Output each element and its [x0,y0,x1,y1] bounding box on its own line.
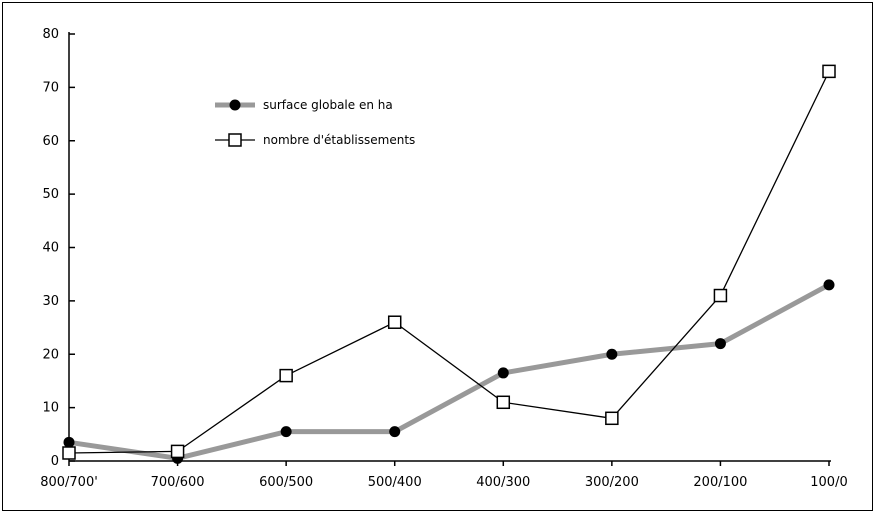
y-tick-label: 20 [42,347,59,362]
data-point-open-square [279,368,293,383]
x-tick-label: 800/700' [40,475,98,490]
legend-label: surface globale en ha [263,98,393,112]
y-tick-label: 30 [42,294,59,309]
x-tick-label: 500/400 [368,475,422,490]
y-tick-label: 0 [51,454,59,469]
data-point-open-square [605,411,619,426]
data-point-filled-circle [714,338,726,350]
data-point-filled-circle [823,279,835,291]
data-point-open-square [62,446,76,460]
data-point-open-square [822,64,836,79]
legend-entry: nombre d'établissements [215,133,415,147]
y-tick-label: 80 [42,27,59,42]
x-tick-label: 600/500 [259,475,313,490]
data-point-open-square [713,288,728,303]
y-ticks: 0 10 20 30 40 50 60 70 80 [42,27,75,469]
series-line [66,282,832,461]
x-tick-label: 300/200 [585,475,639,490]
x-tick-label: 400/300 [476,475,530,490]
data-point-open-square [387,315,402,329]
y-tick-label: 50 [42,187,59,202]
series-layer [62,64,836,464]
data-point-filled-circle [63,436,75,448]
chart-frame [2,2,873,511]
legend-entry: surface globale en ha [215,98,393,112]
x-ticks: 800/700' 700/600 600/500 500/400 400/300 300/… [40,461,848,490]
x-tick-label: 100/0 [810,475,847,490]
series-2 [62,64,836,460]
y-tick-label: 70 [42,80,59,95]
data-point-filled-circle [389,426,401,438]
x-tick-label: 700/600 [151,475,205,490]
legend: surface globale en ha nombre d'établissem… [215,98,415,147]
legend-label: nombre d'établissements [263,133,415,147]
legend-marker-open-square [228,133,242,147]
series-line [68,70,830,454]
data-point-filled-circle [606,348,618,360]
series-1 [63,279,835,464]
legend-marker-filled-circle [229,99,241,111]
y-tick-label: 10 [42,401,59,416]
y-tick-label: 60 [42,134,59,149]
y-tick-label: 40 [42,241,59,256]
x-tick-label: 200/100 [693,475,747,490]
data-point-open-square [170,444,185,459]
axes [68,32,831,462]
data-point-filled-circle [280,426,292,438]
data-point-filled-circle [497,367,509,379]
data-point-open-square [496,395,511,410]
